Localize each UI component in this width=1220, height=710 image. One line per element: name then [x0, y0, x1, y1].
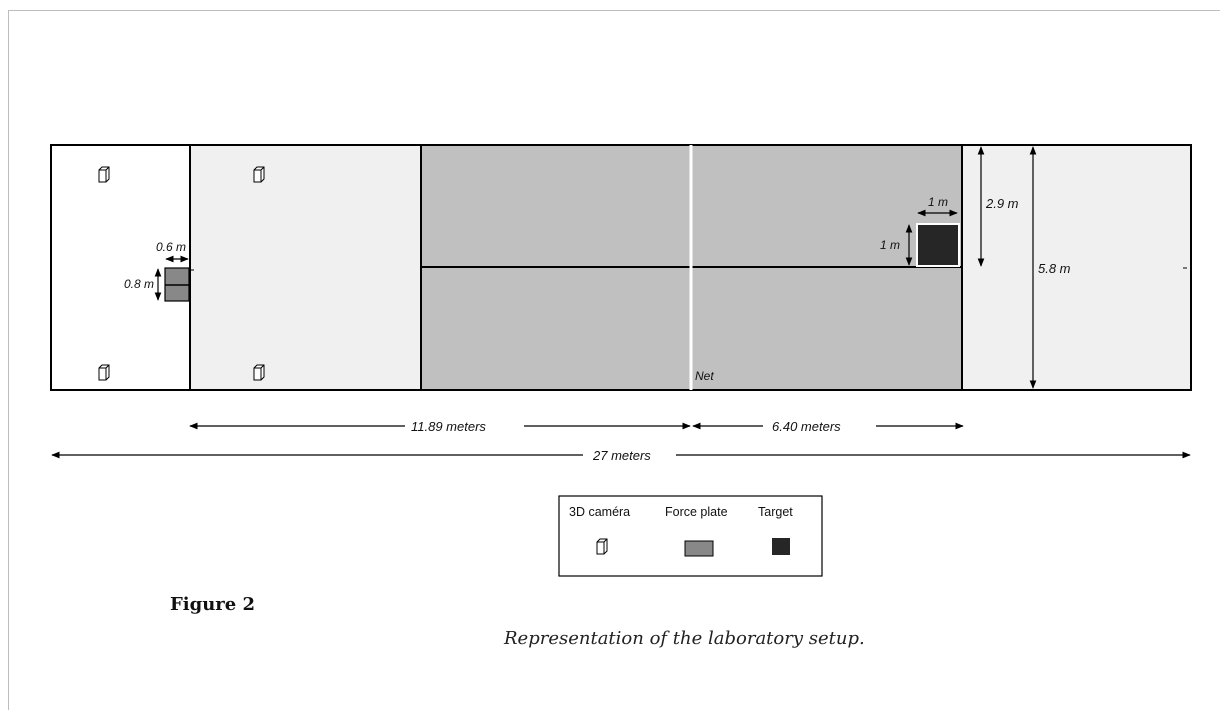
page-frame: [8, 10, 1220, 710]
force-plate-swatch: [684, 540, 714, 557]
figure-title: Figure 2: [170, 594, 255, 615]
right-zone: [961, 144, 1192, 391]
target-height-label: 1 m: [880, 238, 900, 252]
legend-box: [558, 495, 823, 577]
full-width-label: 5.8 m: [1038, 261, 1071, 276]
back-zone: [189, 144, 422, 391]
camera-icon: [253, 166, 265, 183]
target: [916, 223, 960, 267]
camera-icon: [596, 538, 608, 555]
force-plate-height-label: 0.8 m: [124, 277, 154, 291]
legend-force-plate-label: Force plate: [665, 505, 728, 519]
half-width-label: 2.9 m: [985, 196, 1019, 211]
figure-caption: Representation of the laboratory setup.: [503, 628, 865, 649]
total-length-label: 27 meters: [592, 448, 651, 463]
legend-camera-label: 3D caméra: [569, 505, 630, 519]
target-width-label: 1 m: [928, 195, 948, 209]
camera-icon: [253, 364, 265, 381]
camera-icon: [98, 364, 110, 381]
target-swatch: [772, 538, 790, 555]
camera-icon: [98, 166, 110, 183]
net-label: Net: [695, 369, 714, 383]
force-plate-width-label: 0.6 m: [156, 240, 186, 254]
legend-target-label: Target: [758, 505, 793, 519]
court-half-length-label: 11.89 meters: [411, 419, 486, 434]
service-length-label: 6.40 meters: [772, 419, 841, 434]
